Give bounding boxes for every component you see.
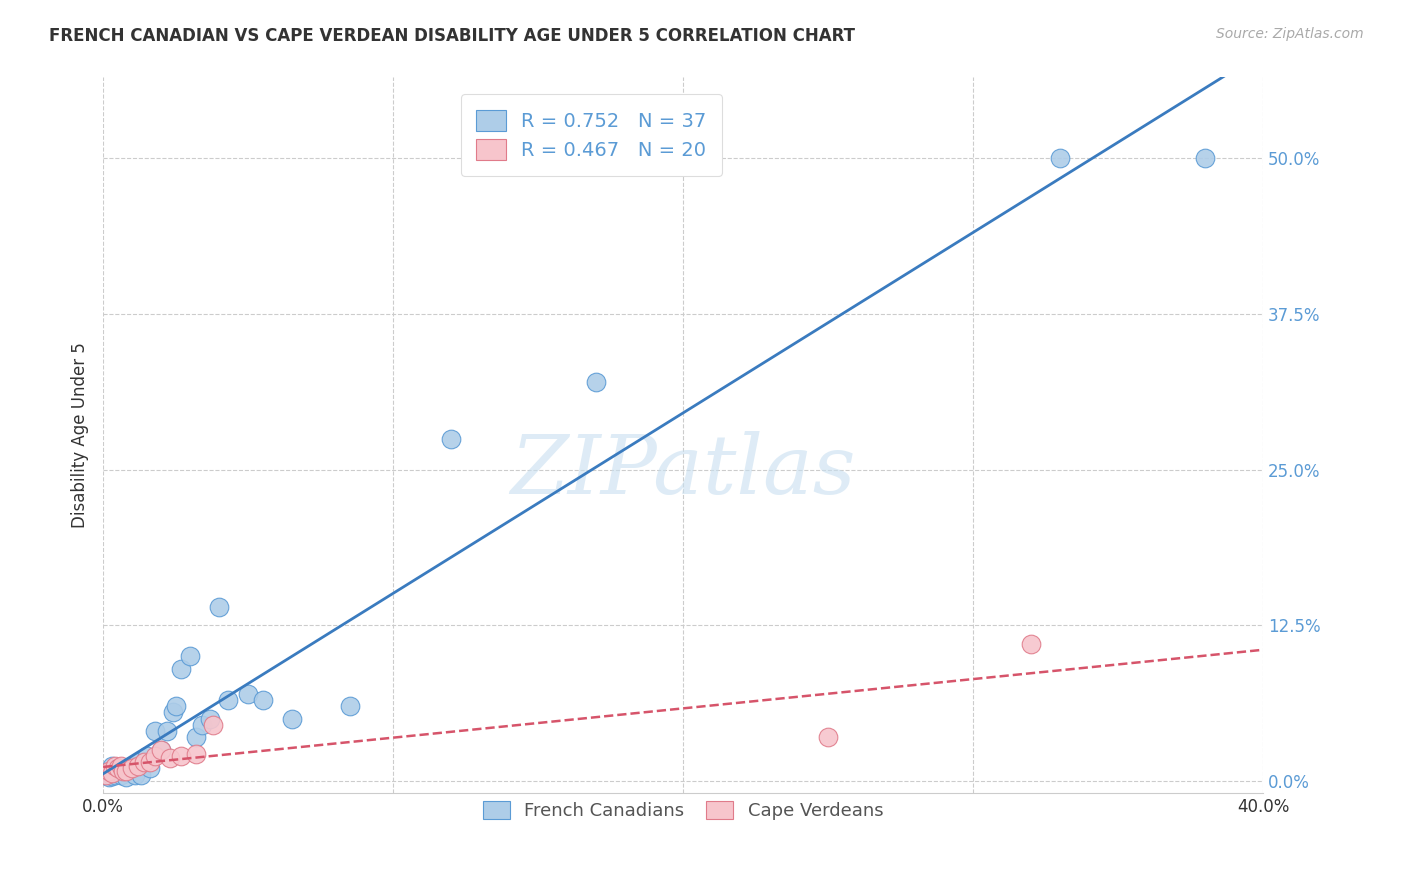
Point <box>202 718 225 732</box>
Point <box>97 764 120 778</box>
Point <box>110 767 132 781</box>
Point <box>143 749 166 764</box>
Point <box>143 724 166 739</box>
Point <box>104 767 127 781</box>
Point <box>118 761 141 775</box>
Point <box>101 769 124 783</box>
Point <box>170 749 193 764</box>
Point <box>440 432 463 446</box>
Point <box>217 693 239 707</box>
Point <box>190 718 212 732</box>
Point <box>107 765 129 780</box>
Legend: French Canadians, Cape Verdeans: French Canadians, Cape Verdeans <box>468 786 898 834</box>
Point <box>129 767 152 781</box>
Text: Source: ZipAtlas.com: Source: ZipAtlas.com <box>1216 27 1364 41</box>
Point <box>101 766 124 780</box>
Point <box>184 731 207 745</box>
Point <box>150 743 173 757</box>
Point <box>159 751 181 765</box>
Point <box>112 764 135 778</box>
Point <box>101 759 124 773</box>
Point <box>162 706 184 720</box>
Point <box>138 756 160 770</box>
Point <box>170 662 193 676</box>
Point <box>165 699 187 714</box>
Point <box>107 761 129 775</box>
Point <box>124 767 146 781</box>
Point <box>280 712 302 726</box>
Point <box>94 767 117 781</box>
Point <box>112 761 135 775</box>
Point <box>817 731 839 745</box>
Point <box>585 376 607 390</box>
Point <box>132 756 155 770</box>
Point <box>110 759 132 773</box>
Point <box>121 759 143 773</box>
Point <box>1049 152 1071 166</box>
Point <box>200 712 222 726</box>
Point <box>339 699 361 714</box>
Point <box>115 764 138 778</box>
Point <box>184 747 207 761</box>
Point <box>236 687 259 701</box>
Point <box>252 693 274 707</box>
Point <box>97 770 120 784</box>
Point <box>121 761 143 775</box>
Point <box>127 759 149 773</box>
Point <box>208 599 231 614</box>
Text: ZIPatlas: ZIPatlas <box>510 431 856 511</box>
Point <box>156 724 179 739</box>
Point <box>115 770 138 784</box>
Point <box>104 759 127 773</box>
Point <box>150 743 173 757</box>
Point <box>138 761 160 775</box>
Point <box>135 749 157 764</box>
Point <box>127 756 149 770</box>
Point <box>1194 152 1216 166</box>
Point <box>1019 637 1042 651</box>
Y-axis label: Disability Age Under 5: Disability Age Under 5 <box>72 343 89 528</box>
Point <box>94 767 117 781</box>
Point <box>179 649 201 664</box>
Point <box>97 764 120 778</box>
Text: FRENCH CANADIAN VS CAPE VERDEAN DISABILITY AGE UNDER 5 CORRELATION CHART: FRENCH CANADIAN VS CAPE VERDEAN DISABILI… <box>49 27 855 45</box>
